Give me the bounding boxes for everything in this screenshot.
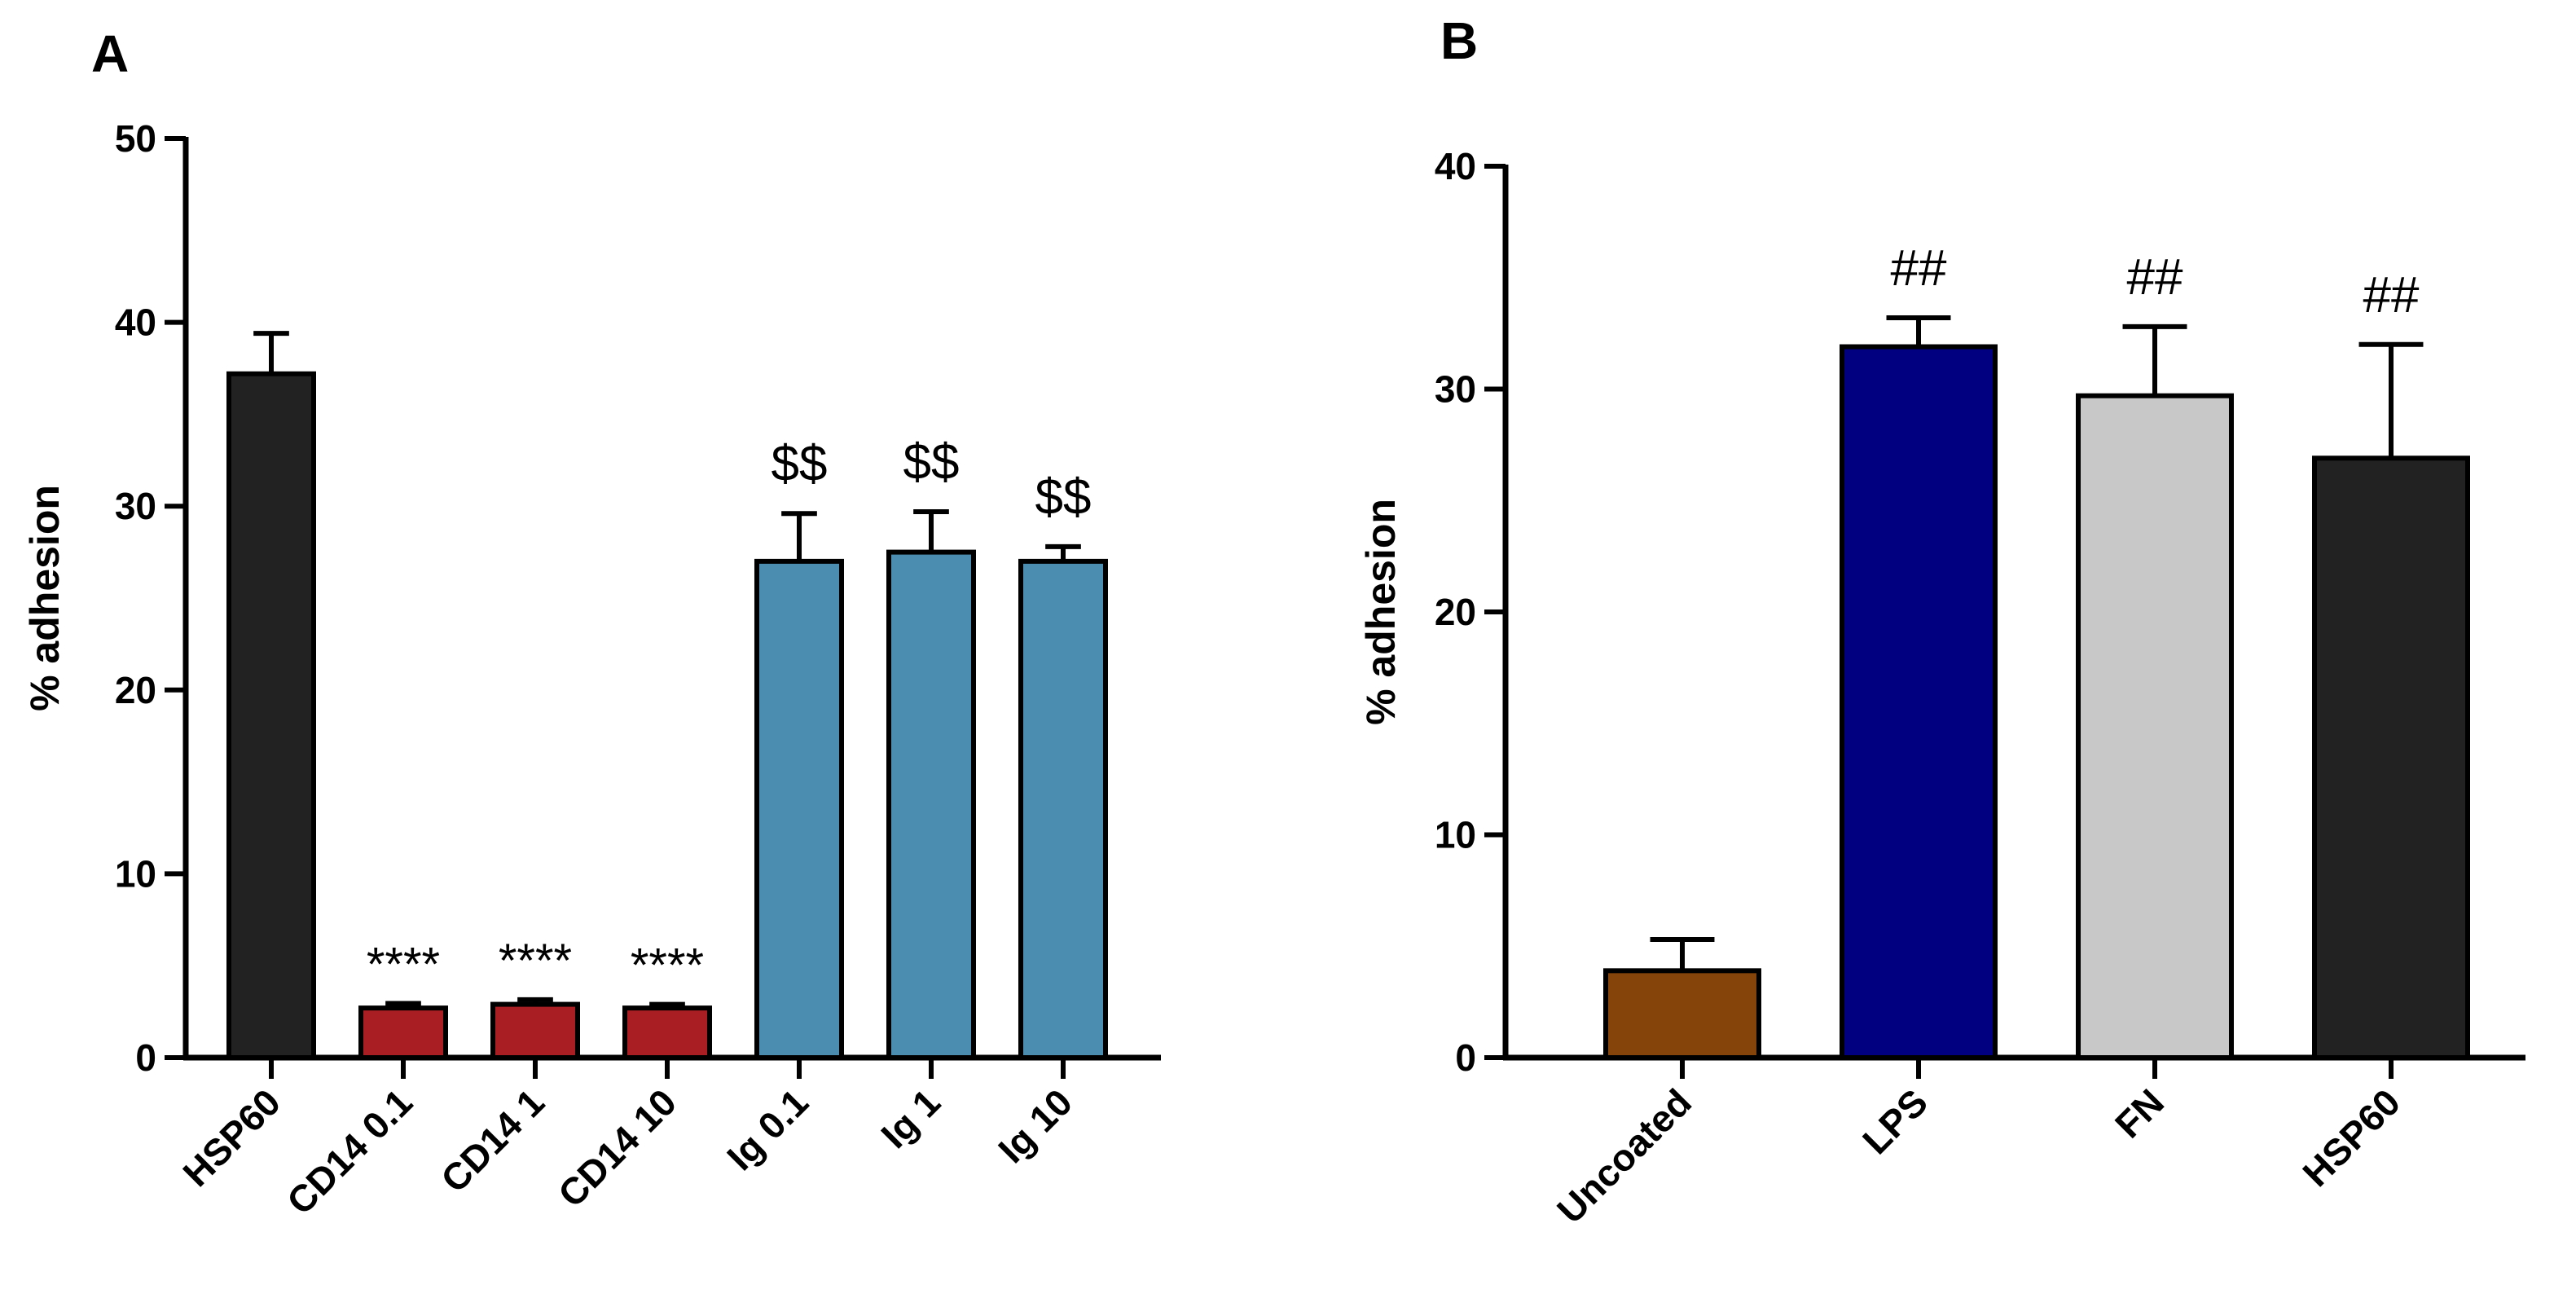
a-bar-ig-10 — [1018, 558, 1108, 1060]
a-bar-ig-1 — [886, 549, 976, 1060]
b-bar-hsp60 — [2312, 455, 2470, 1060]
b-y-tick-label-30: 30 — [1435, 368, 1476, 411]
a-y-tick-label-50: 50 — [115, 117, 156, 160]
a-y-tick-label-20: 20 — [115, 669, 156, 711]
b-bar-fn — [2076, 393, 2234, 1060]
b-x-label-uncoated: Uncoated — [1549, 1080, 1699, 1231]
a-bar-cd14-10 — [622, 1005, 712, 1061]
b-annotation-hsp60: ## — [2363, 267, 2420, 323]
b-x-label-hsp60: HSP60 — [2294, 1080, 2408, 1195]
panel-a-letter: A — [91, 24, 129, 83]
a-y-tick-label-0: 0 — [135, 1036, 156, 1079]
a-y-tick-label-30: 30 — [115, 485, 156, 527]
b-bar-lps — [1840, 344, 1998, 1061]
a-bar-ig-0-1 — [754, 558, 844, 1060]
a-bar-cd14-0-1 — [358, 1005, 448, 1061]
a-y-axis-title: % adhesion — [22, 485, 68, 711]
a-x-label-ig-1: Ig 1 — [873, 1080, 948, 1156]
a-bar-cd14-1 — [490, 1001, 580, 1061]
b-bar-uncoated — [1603, 968, 1761, 1060]
a-x-label-cd14-10: CD14 10 — [550, 1080, 684, 1215]
panel-a-chart: 0 10 20 30 40 50 % adhesion HSP60 **** CD14 0.1 **… — [22, 117, 1161, 1222]
b-y-tick-label-40: 40 — [1435, 145, 1476, 187]
panel-b-letter: B — [1440, 11, 1478, 70]
b-annotation-fn: ## — [2127, 249, 2183, 306]
a-x-label-cd14-0-1: CD14 0.1 — [279, 1080, 420, 1222]
panel-b-chart: 0 10 20 30 40 % adhesion Uncoated ## LPS ## FN ## HS… — [1358, 145, 2525, 1231]
a-y-tick-label-40: 40 — [115, 301, 156, 344]
a-x-label-ig-10: Ig 10 — [990, 1080, 1080, 1171]
a-annotation-ig-1: $$ — [903, 434, 960, 491]
a-bar-hsp60 — [226, 371, 316, 1060]
a-annotation-ig-10: $$ — [1035, 469, 1092, 526]
a-annotation-cd14-0-1: **** — [367, 938, 440, 991]
b-annotation-lps: ## — [1891, 240, 1947, 297]
a-x-label-hsp60: HSP60 — [174, 1080, 288, 1195]
b-y-tick-label-20: 20 — [1435, 591, 1476, 633]
a-annotation-ig-0-1: $$ — [771, 436, 828, 492]
b-x-label-fn: FN — [2107, 1080, 2172, 1146]
a-annotation-cd14-10: **** — [631, 939, 704, 992]
b-y-tick-label-10: 10 — [1435, 814, 1476, 856]
a-x-label-ig-0-1: Ig 0.1 — [719, 1080, 816, 1178]
a-annotation-cd14-1: **** — [499, 935, 572, 988]
b-x-label-lps: LPS — [1854, 1080, 1936, 1162]
b-y-tick-label-0: 0 — [1455, 1036, 1476, 1079]
a-y-tick-label-10: 10 — [115, 852, 156, 895]
b-y-axis-title: % adhesion — [1358, 499, 1404, 725]
a-x-label-cd14-1: CD14 1 — [433, 1080, 552, 1200]
